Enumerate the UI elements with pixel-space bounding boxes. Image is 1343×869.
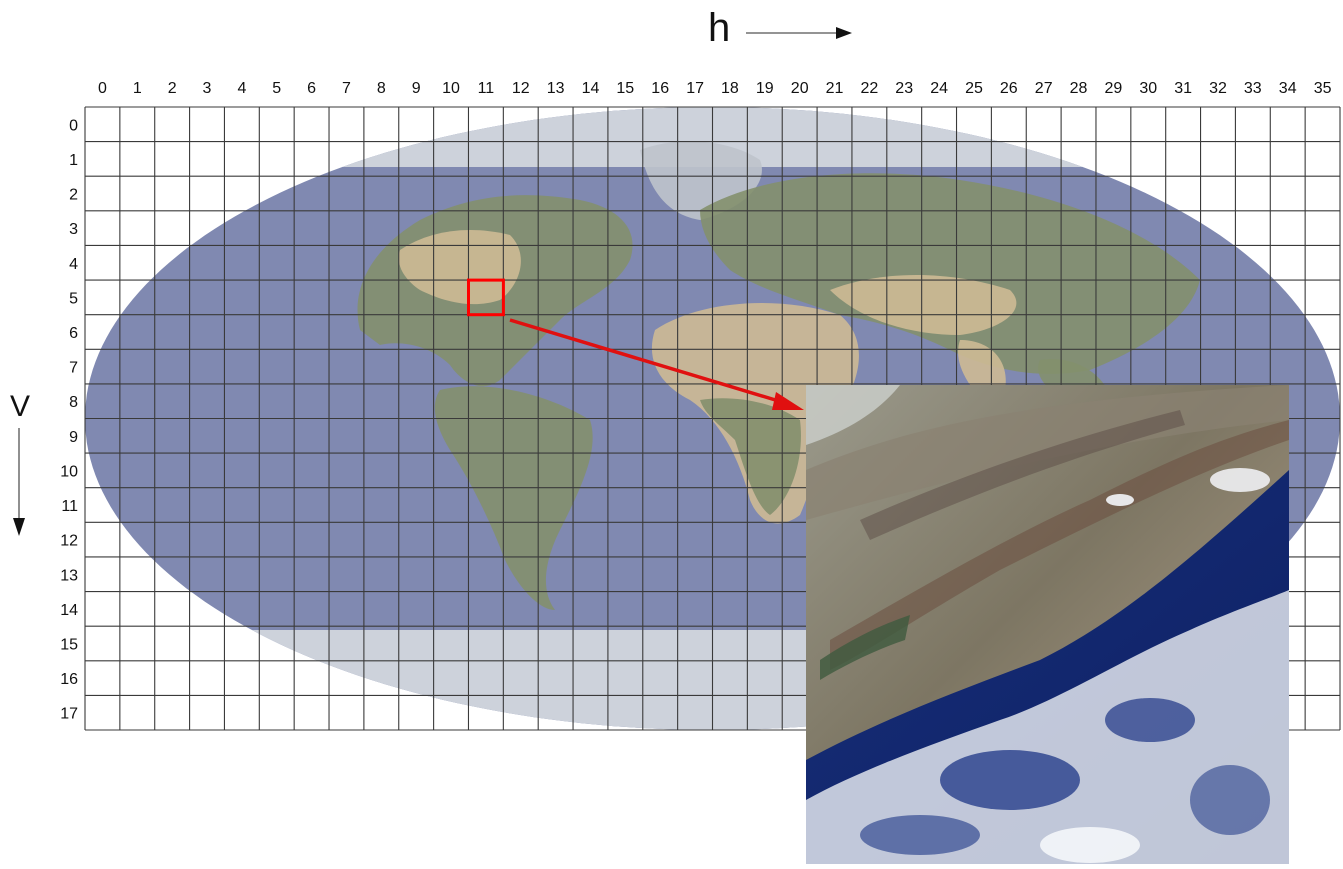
h-tick-label: 13 <box>547 80 565 97</box>
h-tick-label: 29 <box>1105 80 1123 97</box>
v-tick-label: 15 <box>60 637 78 654</box>
v-tick-label: 17 <box>60 706 78 723</box>
h-tick-label: 5 <box>272 80 281 97</box>
h-tick-label: 33 <box>1244 80 1262 97</box>
v-tick-label: 8 <box>69 394 78 411</box>
v-tick-label: 10 <box>60 463 78 480</box>
h-tick-label: 32 <box>1209 80 1227 97</box>
v-tick-label: 13 <box>60 567 78 584</box>
h-tick-label: 0 <box>98 80 107 97</box>
v-tick-label: 0 <box>69 117 78 134</box>
h-tick-label: 11 <box>478 80 495 97</box>
h-tick-label: 19 <box>756 80 774 97</box>
h-tick-label: 14 <box>582 80 600 97</box>
v-tick-label: 7 <box>69 360 78 377</box>
h-tick-label: 1 <box>133 80 142 97</box>
h-tick-label: 9 <box>412 80 421 97</box>
h-tick-label: 27 <box>1035 80 1053 97</box>
v-tick-label: 16 <box>60 671 78 688</box>
satellite-inset-image <box>806 385 1289 864</box>
h-tick-label: 24 <box>930 80 948 97</box>
highlighted-tile-box <box>467 278 505 317</box>
v-tick-label: 3 <box>69 221 78 238</box>
v-tick-label: 4 <box>69 256 78 273</box>
callout-arrow-icon <box>509 318 804 410</box>
h-tick-label: 23 <box>895 80 913 97</box>
h-tick-label: 15 <box>616 80 634 97</box>
h-tick-label: 21 <box>826 80 844 97</box>
h-tick-label: 17 <box>686 80 704 97</box>
h-tick-labels: 0 1 2 3 4 5 6 7 8 9 10 11 12 13 14 15 16 17 18 19 20 21 22 23 24… <box>98 80 1332 97</box>
h-axis-label: h <box>708 6 731 50</box>
arrow-down-icon <box>13 428 25 536</box>
v-axis-label: V <box>10 390 31 423</box>
h-tick-label: 22 <box>861 80 879 97</box>
v-tick-label: 6 <box>69 325 78 342</box>
v-tick-label: 11 <box>61 498 78 515</box>
v-tick-label: 12 <box>60 533 78 550</box>
h-tick-label: 35 <box>1314 80 1332 97</box>
v-tick-label: 2 <box>69 187 78 204</box>
h-tick-label: 4 <box>237 80 246 97</box>
h-tick-label: 25 <box>965 80 983 97</box>
h-tick-label: 6 <box>307 80 316 97</box>
h-tick-label: 12 <box>512 80 530 97</box>
v-tick-label: 14 <box>60 602 78 619</box>
h-tick-label: 20 <box>791 80 809 97</box>
h-tick-label: 8 <box>377 80 386 97</box>
h-tick-label: 31 <box>1174 80 1192 97</box>
h-tick-label: 34 <box>1279 80 1297 97</box>
h-tick-label: 10 <box>442 80 460 97</box>
h-tick-label: 3 <box>203 80 212 97</box>
h-tick-label: 7 <box>342 80 351 97</box>
v-tick-label: 9 <box>69 429 78 446</box>
v-tick-label: 1 <box>69 152 78 169</box>
h-tick-label: 2 <box>168 80 177 97</box>
h-tick-label: 30 <box>1139 80 1157 97</box>
h-tick-label: 16 <box>651 80 669 97</box>
v-tick-label: 5 <box>69 290 78 307</box>
h-tick-label: 28 <box>1070 80 1088 97</box>
arrow-right-icon <box>746 27 852 39</box>
h-tick-label: 18 <box>721 80 739 97</box>
h-tick-label: 26 <box>1000 80 1018 97</box>
